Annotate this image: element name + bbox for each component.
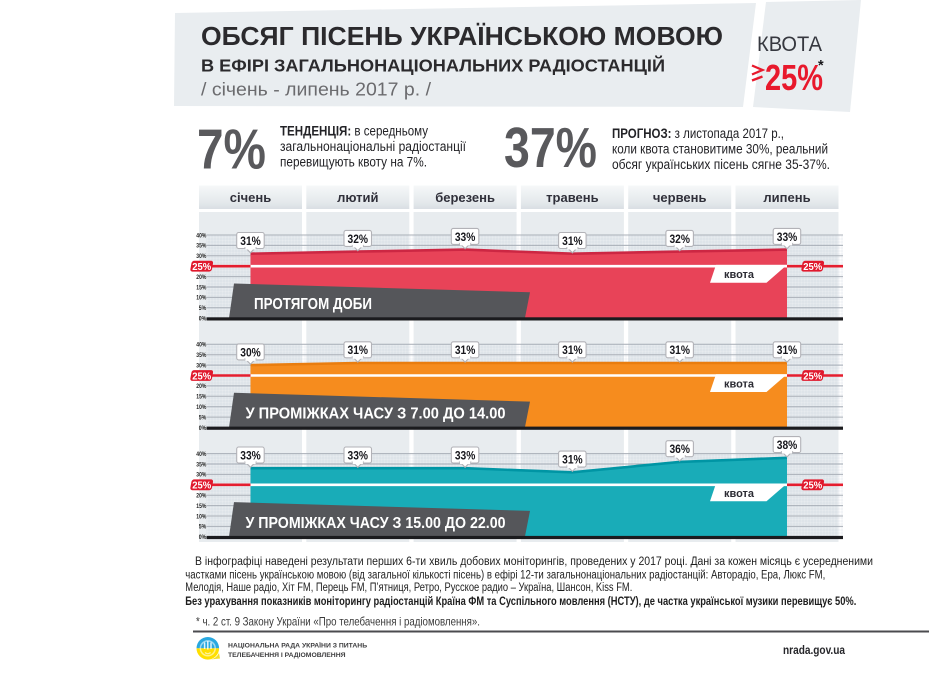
svg-text:10%: 10% — [196, 404, 206, 411]
svg-text:В інфографіці наведені результ: В інфографіці наведені результати перших… — [195, 556, 873, 568]
svg-text:33%: 33% — [455, 450, 476, 462]
svg-text:10%: 10% — [196, 513, 206, 520]
svg-text:25%: 25% — [192, 480, 212, 492]
svg-text:nrada.gov.ua: nrada.gov.ua — [783, 645, 846, 657]
svg-text:0%: 0% — [199, 316, 207, 323]
svg-text:31%: 31% — [777, 345, 798, 357]
svg-text:ПРОГНОЗ: з листопада 2017 р.,: ПРОГНОЗ: з листопада 2017 р., — [612, 126, 784, 141]
svg-text:30%: 30% — [240, 347, 261, 359]
svg-text:5%: 5% — [199, 305, 207, 312]
svg-text:/ січень - липень 2017 р. /: / січень - липень 2017 р. / — [201, 80, 431, 100]
svg-text:20%: 20% — [196, 383, 206, 390]
svg-text:35%: 35% — [196, 352, 206, 359]
svg-text:У ПРОМІЖКАХ ЧАСУ З 15.00 ДО 22: У ПРОМІЖКАХ ЧАСУ З 15.00 ДО 22.00 — [246, 515, 506, 532]
svg-text:31%: 31% — [562, 236, 583, 248]
svg-text:31%: 31% — [240, 236, 261, 248]
svg-text:31%: 31% — [348, 345, 369, 357]
svg-text:15%: 15% — [196, 284, 206, 291]
svg-text:15%: 15% — [196, 394, 206, 401]
svg-text:травень: травень — [546, 190, 598, 205]
svg-text:40%: 40% — [196, 451, 206, 458]
svg-text:лютий: лютий — [337, 190, 378, 205]
svg-text:31%: 31% — [562, 345, 583, 357]
svg-text:Мелодія, Наше радіо, Хіт FM, П: Мелодія, Наше радіо, Хіт FM, Перець FM, … — [185, 582, 632, 594]
svg-text:ОБСЯГ ПІСЕНЬ УКРАЇНСЬКОЮ МОВОЮ: ОБСЯГ ПІСЕНЬ УКРАЇНСЬКОЮ МОВОЮ — [201, 21, 723, 51]
svg-text:36%: 36% — [669, 444, 690, 456]
svg-text:ПРОТЯГОМ ДОБИ: ПРОТЯГОМ ДОБИ — [254, 296, 372, 313]
svg-text:25%: 25% — [192, 370, 212, 382]
svg-text:квота: квота — [724, 488, 755, 500]
svg-text:33%: 33% — [348, 450, 369, 462]
svg-text:40%: 40% — [196, 232, 206, 239]
svg-text:загальнонаціональні радіостанц: загальнонаціональні радіостанції — [280, 139, 466, 154]
svg-text:коли квота становитиме 30%, ре: коли квота становитиме 30%, реальний — [612, 142, 828, 157]
svg-text:31%: 31% — [669, 345, 690, 357]
svg-text:35%: 35% — [196, 461, 206, 468]
svg-text:КВОТА: КВОТА — [757, 33, 822, 56]
svg-text:квота: квота — [724, 379, 755, 391]
svg-text:перевищують квоту на 7%.: перевищують квоту на 7%. — [280, 155, 427, 170]
svg-text:* ч. 2 ст. 9 Закону України «П: * ч. 2 ст. 9 Закону України «Про телебач… — [196, 615, 480, 629]
svg-text:*: * — [818, 58, 824, 74]
svg-text:25%: 25% — [803, 480, 823, 492]
svg-text:0%: 0% — [199, 425, 207, 432]
svg-text:40%: 40% — [196, 342, 206, 349]
svg-text:10%: 10% — [196, 295, 206, 302]
svg-text:32%: 32% — [348, 234, 369, 246]
svg-text:38%: 38% — [777, 440, 798, 452]
svg-text:31%: 31% — [455, 345, 476, 357]
svg-text:січень: січень — [230, 190, 271, 205]
svg-text:25%: 25% — [765, 57, 823, 98]
svg-text:В ЕФІРІ ЗАГАЛЬНОНАЦІОНАЛЬНИХ Р: В ЕФІРІ ЗАГАЛЬНОНАЦІОНАЛЬНИХ РАДІОСТАНЦІ… — [201, 55, 665, 76]
svg-text:5%: 5% — [199, 524, 207, 531]
svg-text:31%: 31% — [562, 455, 583, 467]
svg-text:0%: 0% — [199, 534, 207, 541]
svg-text:липень: липень — [763, 190, 810, 205]
svg-text:У ПРОМІЖКАХ ЧАСУ З 7.00 ДО 14.: У ПРОМІЖКАХ ЧАСУ З 7.00 ДО 14.00 — [246, 406, 506, 423]
svg-text:березень: березень — [435, 190, 495, 205]
svg-text:частками пісень українською мо: частками пісень українською мовою (від з… — [185, 569, 825, 581]
svg-text:25%: 25% — [803, 261, 823, 273]
svg-text:15%: 15% — [196, 503, 206, 510]
svg-text:33%: 33% — [455, 232, 476, 244]
svg-text:червень: червень — [653, 190, 707, 205]
svg-text:НАЦІОНАЛЬНА РАДА УКРАЇНИ З ПИТ: НАЦІОНАЛЬНА РАДА УКРАЇНИ З ПИТАНЬ — [228, 642, 367, 650]
svg-text:ТЕЛЕБАЧЕННЯ І РАДІОМОВЛЕННЯ: ТЕЛЕБАЧЕННЯ І РАДІОМОВЛЕННЯ — [228, 652, 346, 659]
svg-text:33%: 33% — [240, 450, 261, 462]
svg-text:7%: 7% — [197, 118, 266, 182]
svg-text:33%: 33% — [777, 232, 798, 244]
svg-text:30%: 30% — [196, 362, 206, 369]
svg-text:квота: квота — [724, 269, 755, 281]
svg-text:обсяг українських пісень сягне: обсяг українських пісень сягне 35-37%. — [612, 157, 830, 172]
svg-text:30%: 30% — [196, 253, 206, 260]
svg-text:32%: 32% — [669, 234, 690, 246]
svg-text:5%: 5% — [199, 414, 207, 421]
svg-text:Без урахування показників моні: Без урахування показників моніторингу ра… — [185, 596, 856, 608]
svg-text:25%: 25% — [803, 370, 823, 382]
svg-text:30%: 30% — [196, 472, 206, 479]
svg-text:20%: 20% — [196, 493, 206, 500]
svg-text:35%: 35% — [196, 243, 206, 250]
svg-text:25%: 25% — [192, 261, 212, 273]
svg-text:37%: 37% — [504, 116, 597, 180]
svg-text:20%: 20% — [196, 274, 206, 281]
svg-text:ТЕНДЕНЦІЯ: в середньому: ТЕНДЕНЦІЯ: в середньому — [280, 124, 428, 139]
